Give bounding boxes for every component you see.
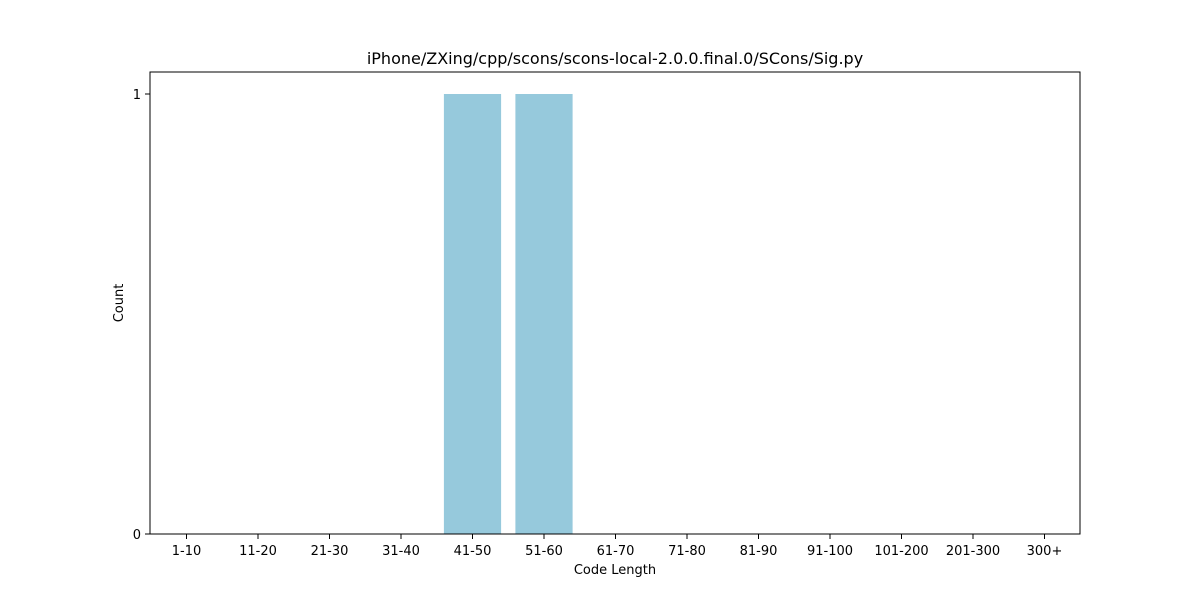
x-tick-label: 31-40 bbox=[382, 544, 420, 559]
plot-frame bbox=[149, 71, 1081, 535]
y-axis-label: Count bbox=[112, 284, 127, 323]
bar-51-60 bbox=[515, 94, 573, 534]
x-tick-label: 11-20 bbox=[239, 544, 277, 559]
y-axis-ticks: 01 bbox=[133, 88, 150, 543]
x-axis-ticks: 1-10 11-20 21-30 31-40 41-50 51-60 61-70 71-80 8… bbox=[172, 534, 1063, 559]
y-tick-label: 0 bbox=[133, 528, 141, 543]
x-tick-label: 1-10 bbox=[172, 544, 202, 559]
x-tick-label: 201-300 bbox=[946, 544, 1000, 559]
x-tick-label: 71-80 bbox=[668, 544, 706, 559]
x-tick-label: 61-70 bbox=[597, 544, 635, 559]
x-tick-label: 41-50 bbox=[454, 544, 492, 559]
chart-title: iPhone/ZXing/cpp/scons/scons-local-2.0.0… bbox=[367, 49, 863, 68]
y-tick-label: 1 bbox=[133, 88, 141, 103]
x-axis-label: Code Length bbox=[574, 563, 656, 578]
x-tick-label: 81-90 bbox=[740, 544, 778, 559]
x-tick-label: 91-100 bbox=[807, 544, 853, 559]
bar-41-50 bbox=[443, 94, 502, 534]
x-tick-label: 21-30 bbox=[311, 544, 349, 559]
x-tick-label: 51-60 bbox=[525, 544, 563, 559]
x-tick-label: 101-200 bbox=[874, 544, 928, 559]
bars-layer bbox=[443, 94, 573, 534]
x-tick-label: 300+ bbox=[1027, 544, 1063, 559]
